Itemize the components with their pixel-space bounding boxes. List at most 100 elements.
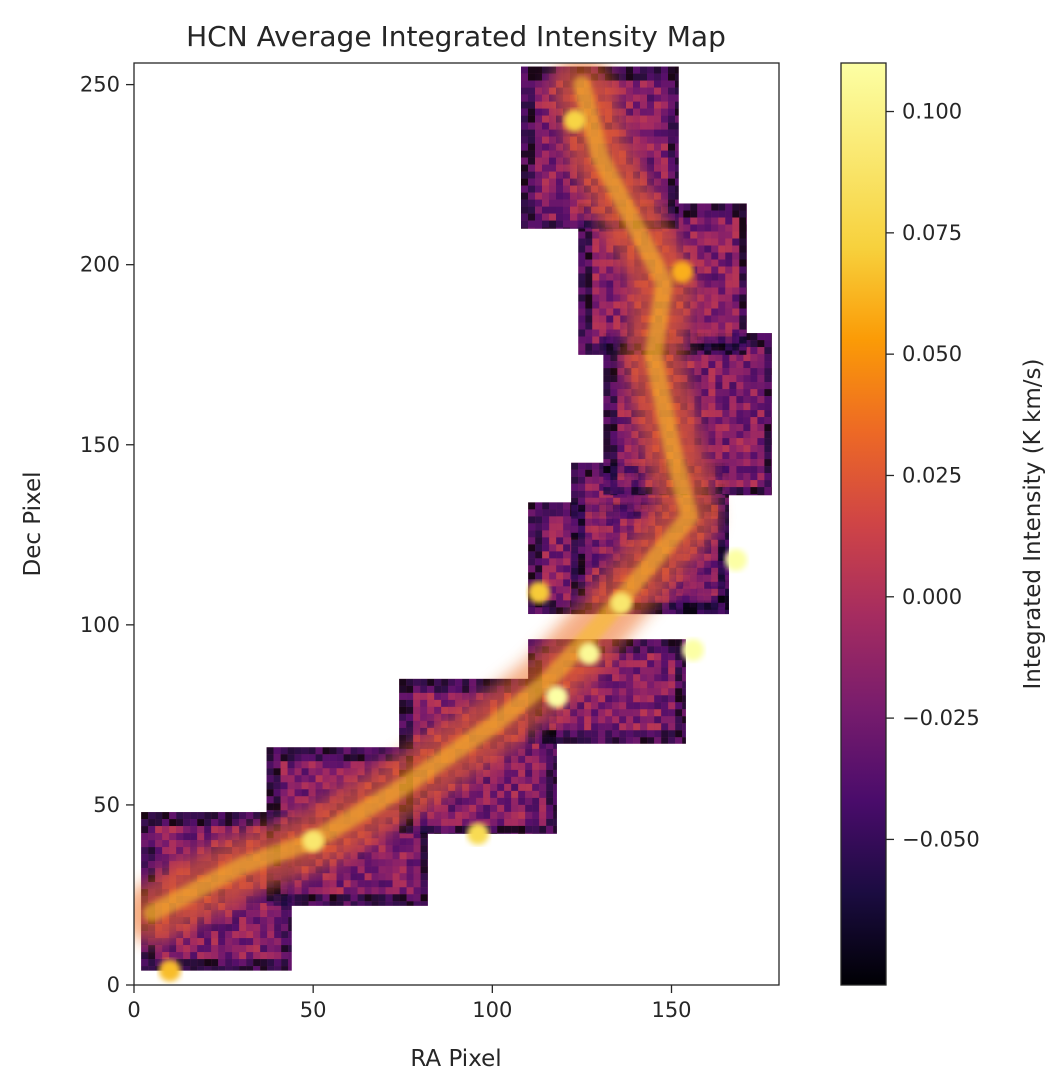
noise-cell (711, 581, 719, 589)
colorbar-tick-label: 0.000 (902, 585, 962, 609)
noise-cell (315, 761, 323, 769)
noise-cell (571, 581, 579, 589)
noise-cell (556, 530, 564, 538)
noise-cell (260, 945, 268, 953)
noise-cell (757, 459, 765, 467)
noise-cell (434, 713, 442, 721)
noise-cell (497, 811, 505, 819)
noise-cell (764, 494, 772, 496)
noise-cell (542, 544, 550, 552)
noise-cell (708, 424, 716, 432)
noise-cell (675, 108, 679, 116)
noise-cell (725, 518, 729, 526)
noise-cell (606, 252, 614, 260)
noise-cell (662, 595, 670, 603)
noise-cell (711, 259, 719, 267)
noise-cell (617, 403, 625, 411)
noise-cell (626, 129, 633, 137)
noise-cell (640, 108, 647, 116)
noise-cell (613, 252, 621, 260)
noise-cell (603, 361, 611, 369)
noise-cell (633, 129, 640, 137)
noise-cell (624, 473, 632, 481)
noise-cell (392, 887, 400, 895)
noise-cell (603, 396, 611, 404)
noise-cell (631, 445, 639, 453)
noise-cell (288, 931, 292, 939)
noise-cell (757, 424, 765, 432)
noise-cell (577, 185, 584, 193)
noise-cell (183, 819, 191, 827)
noise-cell (732, 336, 740, 344)
noise-cell (218, 931, 226, 939)
noise-cell (584, 206, 591, 214)
noise-cell (521, 164, 528, 172)
noise-cell (592, 287, 600, 295)
noise-cell (764, 354, 772, 362)
noise-cell (176, 819, 184, 827)
noise-cell (556, 178, 563, 186)
noise-cell (585, 504, 593, 512)
noise-cell (542, 199, 549, 207)
noise-cell (718, 518, 726, 526)
noise-cell (406, 678, 414, 686)
noise-cell (715, 361, 723, 369)
noise-cell (725, 287, 733, 295)
noise-cell (654, 150, 661, 158)
noise-cell (577, 716, 585, 724)
noise-cell (606, 287, 614, 295)
noise-cell (528, 579, 536, 587)
noise-cell (218, 812, 226, 820)
noise-cell (584, 716, 592, 724)
noise-cell (273, 901, 281, 906)
noise-cell (294, 747, 302, 755)
noise-cell (683, 224, 691, 232)
noise-cell (528, 558, 536, 566)
noise-cell (225, 952, 233, 960)
noise-cell (718, 322, 726, 330)
noise-cell (308, 894, 316, 902)
noise-cell (624, 452, 632, 460)
noise-cell (605, 737, 613, 744)
noise-cell (155, 826, 163, 834)
noise-cell (694, 410, 702, 418)
noise-cell (287, 796, 295, 804)
noise-cell (612, 702, 620, 710)
noise-cell (535, 206, 542, 214)
noise-cell (301, 782, 309, 790)
noise-cell (715, 424, 723, 432)
noise-cell (585, 280, 593, 288)
noise-cell (675, 660, 683, 668)
noise-cell (528, 730, 536, 738)
noise-cell (267, 917, 275, 925)
noise-cell (287, 894, 295, 902)
noise-cell (357, 768, 365, 776)
noise-cell (578, 539, 586, 547)
noise-cell (711, 539, 719, 547)
noise-cell (525, 748, 533, 756)
noise-cell (549, 157, 556, 165)
noise-cell (211, 924, 219, 932)
noise-cell (633, 66, 640, 74)
noise-cell (718, 546, 726, 554)
noise-cell (483, 783, 491, 791)
noise-cell (511, 755, 519, 763)
noise-cell (301, 873, 309, 881)
noise-cell (556, 122, 563, 130)
noise-cell (647, 716, 655, 724)
noise-cell (764, 340, 772, 348)
noise-cell (722, 368, 730, 376)
noise-cell (315, 775, 323, 783)
noise-cell (743, 452, 751, 460)
noise-cell (654, 653, 662, 661)
noise-cell (462, 783, 470, 791)
noise-cell (704, 539, 712, 547)
noise-cell (497, 762, 505, 770)
noise-cell (668, 227, 675, 229)
noise-cell (211, 826, 219, 834)
noise-cell (668, 87, 675, 95)
noise-cell (598, 702, 606, 710)
noise-cell (603, 354, 611, 362)
noise-cell (606, 343, 614, 351)
noise-cell (521, 178, 528, 186)
